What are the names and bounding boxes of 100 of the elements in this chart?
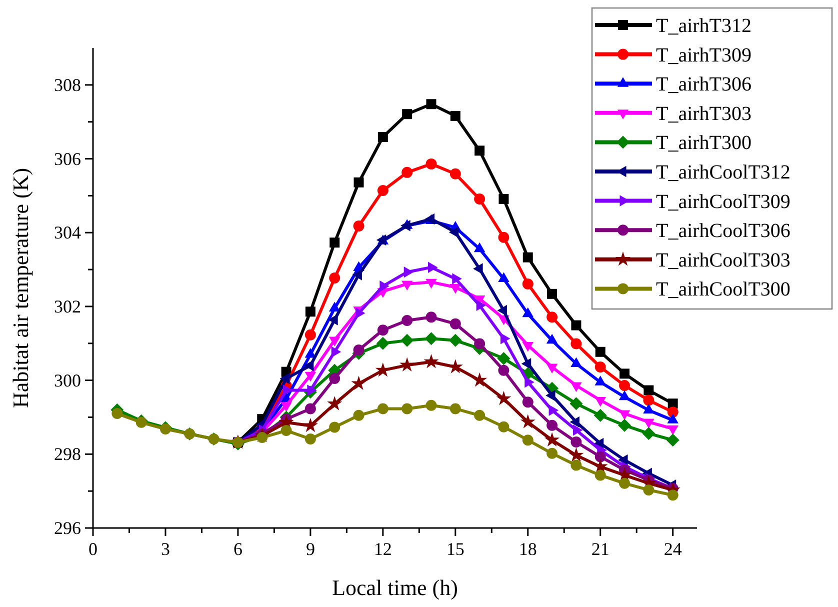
point [426,400,437,411]
point [377,403,388,414]
x-tick-label: 6 [233,539,242,559]
point [402,109,412,120]
point [522,278,534,290]
point [570,397,583,410]
y-tick-label: 298 [54,444,81,464]
point [520,414,536,428]
legend-label: T_airhCoolT306 [656,220,790,242]
point [378,132,388,142]
x-tick-label: 21 [591,539,610,559]
x-tick-label: 15 [446,539,464,559]
y-tick-label: 302 [54,296,81,316]
legend-label: T_airhCoolT309 [656,190,790,213]
point [667,490,678,501]
x-axis-title: Local time (h) [332,575,458,600]
point [377,185,388,196]
point [353,410,364,421]
point [329,372,340,384]
point [594,408,607,422]
point [522,434,534,446]
point [304,329,316,340]
legend-label: T_airhT306 [656,74,752,96]
point [474,410,486,421]
point [497,352,510,366]
y-tick-label: 306 [54,148,81,169]
point [570,436,582,448]
point [426,312,437,323]
legend-label: T_airhCoolT312 [656,162,790,184]
point [351,376,366,390]
point [472,372,488,387]
legend-label: T_airhCoolT303 [656,249,790,272]
point [496,390,512,406]
y-tick-label: 308 [54,74,81,95]
point [328,302,340,312]
point [329,422,340,433]
legend-label: T_airhT300 [656,132,752,154]
point [450,318,461,330]
point [522,307,534,318]
point [474,194,486,205]
x-tick-label: 24 [664,539,682,559]
point [618,418,632,432]
point [402,166,413,178]
point [327,396,342,410]
point [570,338,582,350]
point [353,220,364,232]
point [498,272,510,282]
point [643,394,654,406]
x-tick-label: 9 [306,539,315,559]
point [620,368,630,379]
point [448,334,462,347]
point [498,421,510,432]
point [498,232,510,243]
point [546,312,558,323]
point [426,158,437,170]
point [450,168,461,180]
y-tick-label: 296 [54,518,81,538]
point [546,420,558,431]
point [302,418,318,432]
point [595,346,606,357]
point [544,432,560,447]
legend-label: T_airhT303 [656,102,752,125]
point [376,336,390,350]
point [570,460,582,471]
point [474,146,485,156]
point [522,396,534,408]
point [377,324,388,336]
point [594,451,606,462]
point [522,252,533,262]
point [619,478,630,489]
point [474,338,486,350]
x-tick-label: 12 [374,539,392,559]
point [666,434,680,447]
legend-label: T_airhCoolT300 [656,278,790,301]
point [594,362,606,373]
point [498,194,509,204]
point [305,306,316,317]
y-tick-label: 304 [54,222,81,243]
point [450,403,461,414]
point [402,403,413,414]
x-tick-label: 3 [160,539,170,559]
point [136,416,147,428]
point [547,288,558,299]
point [498,364,510,376]
point [400,334,414,347]
point [424,332,438,346]
point [402,315,413,326]
point [546,448,558,459]
y-axis-title: Habitat air temperature (K) [8,168,33,408]
point [642,426,656,440]
point [594,376,606,386]
point [667,406,678,418]
point [375,362,390,377]
point [400,357,415,372]
point [304,434,316,445]
point [304,403,316,414]
point [280,425,292,436]
point [619,380,630,391]
point [354,177,364,188]
x-tick-label: 18 [518,539,537,559]
